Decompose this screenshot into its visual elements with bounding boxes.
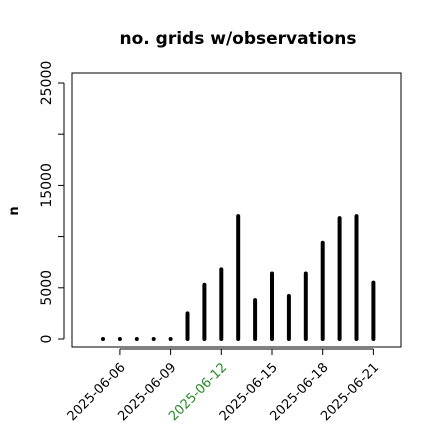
y-axis-label: n — [7, 206, 22, 215]
bar-point — [117, 337, 122, 341]
bar-point — [101, 337, 105, 341]
y-tick-label: 25000 — [39, 61, 55, 106]
bar-point — [134, 337, 139, 341]
y-tick-label: 0 — [39, 335, 55, 344]
bar-point — [151, 337, 156, 341]
plot-frame — [71, 72, 402, 348]
bar-point — [168, 337, 173, 341]
y-tick-label: 15000 — [39, 163, 55, 208]
chart-title: no. grids w/observations — [120, 29, 357, 49]
y-tick-label: 5000 — [39, 270, 55, 306]
plot-marks: 0500015000250002025-06-062025-06-092025-… — [39, 61, 382, 425]
